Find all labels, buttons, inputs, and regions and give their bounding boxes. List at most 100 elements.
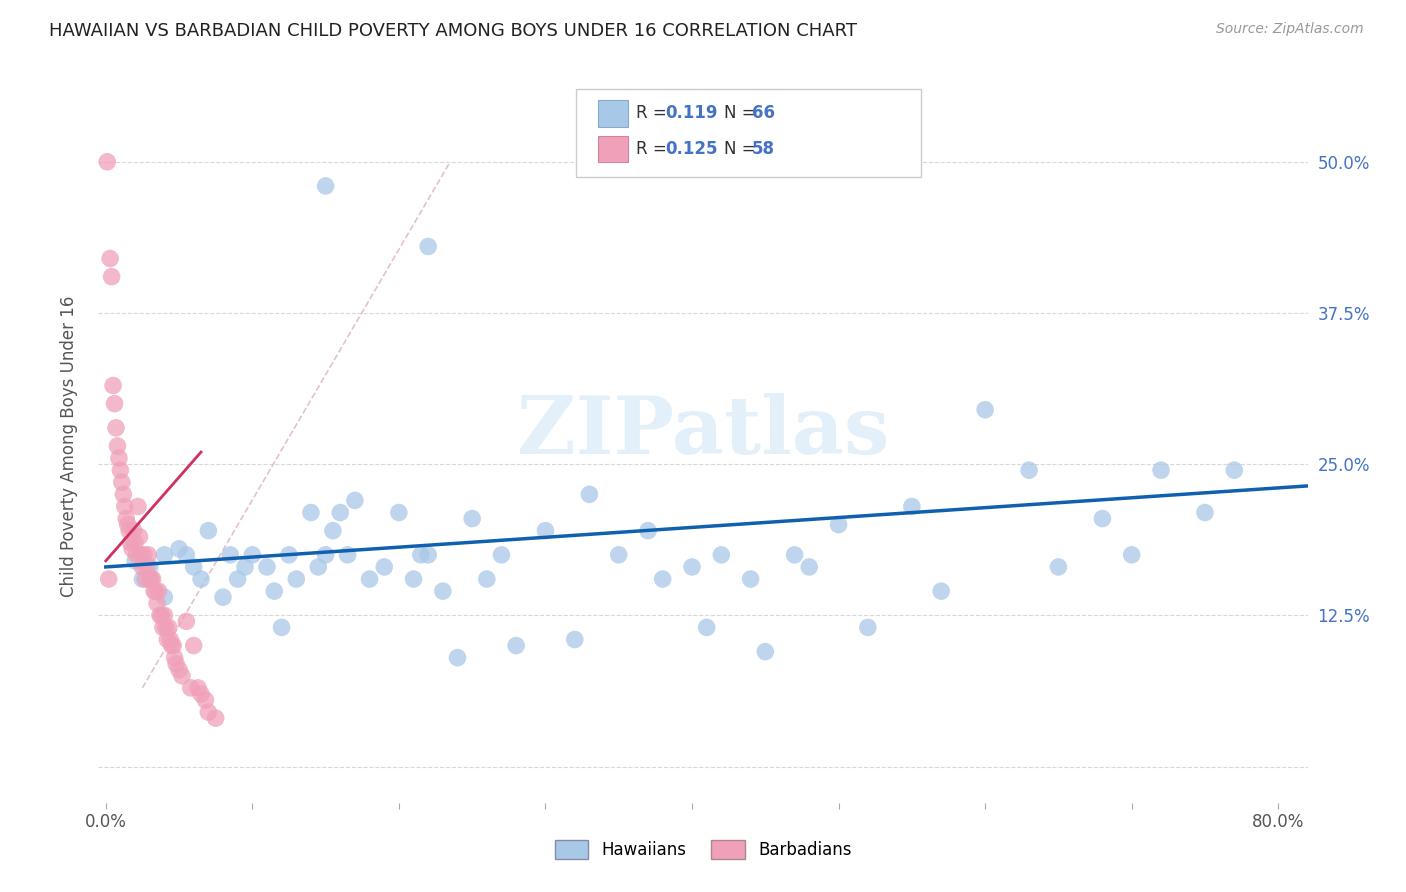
Point: [418, 239, 440, 253]
Point: [461, 511, 484, 525]
Point: [96, 154, 118, 169]
Y-axis label: Child Poverty Among Boys Under 16: Child Poverty Among Boys Under 16: [59, 295, 77, 597]
Point: [263, 584, 285, 599]
Point: [322, 524, 344, 538]
Point: [150, 608, 173, 623]
Point: [432, 584, 454, 599]
Point: [212, 590, 235, 604]
Point: [1047, 560, 1070, 574]
Point: [197, 524, 219, 538]
Point: [148, 584, 170, 599]
Point: [121, 541, 143, 556]
Point: [534, 524, 557, 538]
Point: [152, 620, 174, 634]
Point: [108, 451, 131, 466]
Point: [373, 560, 395, 574]
Point: [190, 572, 212, 586]
Point: [409, 548, 432, 562]
Point: [120, 535, 142, 549]
Text: 0.125: 0.125: [665, 140, 717, 158]
Point: [115, 511, 138, 525]
Text: 66: 66: [752, 104, 775, 122]
Point: [1091, 511, 1114, 525]
Text: ZIPatlas: ZIPatlas: [517, 392, 889, 471]
Point: [138, 560, 160, 574]
Point: [240, 548, 263, 562]
Point: [131, 560, 153, 574]
Point: [98, 252, 121, 266]
Point: [127, 500, 149, 514]
Point: [491, 548, 513, 562]
Text: N =: N =: [724, 140, 761, 158]
Point: [101, 378, 124, 392]
Point: [128, 530, 150, 544]
Point: [145, 584, 167, 599]
Point: [901, 500, 924, 514]
Point: [176, 615, 198, 629]
Point: [162, 639, 184, 653]
Text: Source: ZipAtlas.com: Source: ZipAtlas.com: [1216, 22, 1364, 37]
Point: [153, 608, 176, 623]
Point: [112, 487, 135, 501]
Point: [651, 572, 673, 586]
Point: [146, 596, 169, 610]
Point: [159, 632, 181, 647]
Point: [124, 535, 146, 549]
Point: [446, 650, 468, 665]
Point: [107, 439, 129, 453]
Point: [1018, 463, 1040, 477]
Point: [114, 500, 136, 514]
Legend: Hawaiians, Barbadians: Hawaiians, Barbadians: [548, 833, 858, 866]
Point: [125, 548, 148, 562]
Point: [155, 620, 177, 634]
Point: [105, 421, 128, 435]
Text: HAWAIIAN VS BARBADIAN CHILD POVERTY AMONG BOYS UNDER 16 CORRELATION CHART: HAWAIIAN VS BARBADIAN CHILD POVERTY AMON…: [49, 22, 858, 40]
Point: [343, 493, 366, 508]
Point: [122, 524, 145, 538]
Point: [117, 517, 139, 532]
Point: [607, 548, 630, 562]
Point: [124, 554, 146, 568]
Text: 0.119: 0.119: [665, 104, 717, 122]
Point: [307, 560, 329, 574]
Point: [183, 560, 205, 574]
Point: [138, 572, 160, 586]
Point: [359, 572, 381, 586]
Point: [856, 620, 879, 634]
Text: 58: 58: [752, 140, 775, 158]
Text: N =: N =: [724, 104, 761, 122]
Point: [388, 506, 411, 520]
Point: [402, 572, 425, 586]
Point: [132, 548, 155, 562]
Point: [270, 620, 292, 634]
Point: [974, 402, 997, 417]
Point: [315, 178, 337, 193]
Point: [160, 639, 183, 653]
Point: [187, 681, 209, 695]
Point: [111, 475, 134, 490]
Point: [219, 548, 242, 562]
Point: [97, 572, 120, 586]
Point: [136, 548, 159, 562]
Text: R =: R =: [636, 104, 672, 122]
Point: [799, 560, 821, 574]
Point: [681, 560, 703, 574]
Point: [180, 681, 202, 695]
Point: [578, 487, 600, 501]
Point: [141, 572, 163, 586]
Point: [170, 669, 193, 683]
Point: [163, 650, 186, 665]
Point: [1121, 548, 1143, 562]
Point: [329, 506, 352, 520]
Point: [285, 572, 308, 586]
Point: [131, 572, 153, 586]
Point: [564, 632, 586, 647]
Point: [110, 463, 132, 477]
Point: [165, 657, 187, 671]
Point: [157, 620, 180, 634]
Point: [129, 548, 152, 562]
Point: [167, 663, 190, 677]
Point: [710, 548, 733, 562]
Point: [299, 506, 322, 520]
Point: [142, 572, 165, 586]
